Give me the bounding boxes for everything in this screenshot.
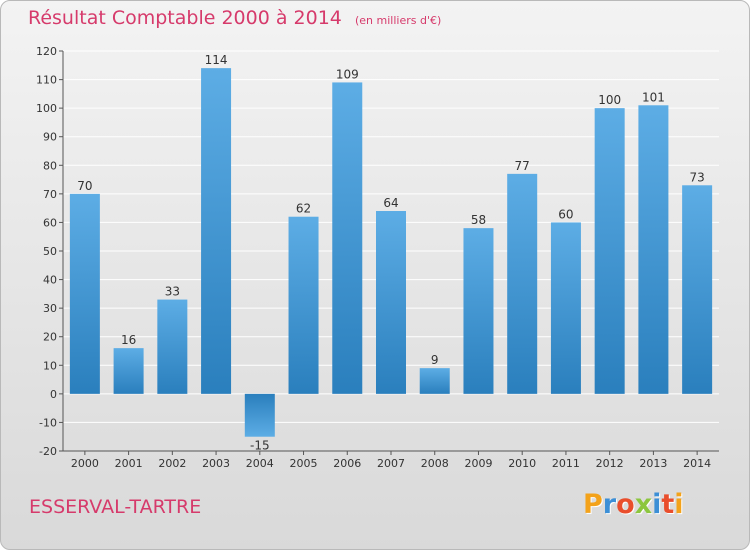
x-tick-label: 2002 (158, 457, 186, 470)
y-tick-label: -10 (39, 416, 57, 429)
data-label: 109 (336, 67, 359, 81)
y-tick-label: 50 (43, 245, 57, 258)
y-tick-label: 110 (36, 74, 57, 87)
x-tick-label: 2000 (71, 457, 99, 470)
y-tick-label: 30 (43, 302, 57, 315)
logo-letter: P (583, 489, 603, 520)
data-label: 9 (431, 353, 439, 367)
chart-subtitle: (en milliers d'€) (354, 14, 442, 27)
bar (376, 211, 406, 394)
y-tick-label: 80 (43, 159, 57, 172)
y-tick-label: 90 (43, 131, 57, 144)
logo-letter: o (616, 489, 635, 520)
x-tick-label: 2014 (683, 457, 711, 470)
x-tick-label: 2007 (377, 457, 405, 470)
bar (594, 108, 625, 394)
logo-letter: x (634, 489, 653, 520)
y-tick-label: 20 (43, 331, 57, 344)
data-label: 101 (642, 90, 665, 104)
bar (682, 185, 713, 394)
x-tick-label: 2005 (290, 457, 318, 470)
data-label: 33 (165, 285, 180, 299)
x-tick-label: 2013 (639, 457, 667, 470)
logo-letter: t (661, 489, 675, 520)
bar (507, 173, 538, 394)
x-tick-label: 2008 (421, 457, 449, 470)
y-tick-label: 60 (43, 216, 57, 229)
bar (332, 82, 363, 394)
data-label: 114 (205, 53, 228, 67)
data-label: 100 (598, 93, 621, 107)
x-tick-label: 2001 (115, 457, 143, 470)
logo-letter: i (674, 489, 684, 520)
bar (419, 368, 450, 394)
y-tick-label: 100 (36, 102, 57, 115)
x-tick-label: 2011 (552, 457, 580, 470)
logo-letter: i (652, 489, 662, 520)
bar (638, 105, 669, 394)
bar (288, 216, 319, 394)
data-label: 58 (471, 213, 486, 227)
y-tick-label: 10 (43, 359, 57, 372)
x-tick-label: 2009 (464, 457, 492, 470)
data-label: 62 (296, 202, 311, 216)
x-tick-label: 2004 (246, 457, 274, 470)
y-tick-label: 40 (43, 274, 57, 287)
bar (157, 299, 188, 394)
bar (550, 222, 581, 394)
data-label: 16 (121, 333, 136, 347)
data-label: -15 (250, 439, 270, 453)
bar (113, 348, 144, 394)
bar (463, 228, 494, 394)
bar (201, 68, 232, 394)
data-label: 70 (77, 179, 92, 193)
proxiti-logo: Proxiti (583, 489, 684, 520)
y-tick-label: 70 (43, 188, 57, 201)
data-label: 64 (383, 196, 398, 210)
chart-title-row: Résultat Comptable 2000 à 2014 (en milli… (28, 7, 441, 29)
bar (244, 393, 275, 437)
logo-letter: r (602, 489, 617, 520)
data-label: 73 (689, 170, 704, 184)
chart-title: Résultat Comptable 2000 à 2014 (28, 7, 342, 29)
y-tick-label: -20 (39, 445, 57, 458)
x-tick-label: 2003 (202, 457, 230, 470)
y-tick-label: 120 (36, 45, 57, 58)
x-tick-label: 2012 (596, 457, 624, 470)
y-tick-label: 0 (50, 388, 57, 401)
x-tick-label: 2010 (508, 457, 536, 470)
data-label: 77 (515, 159, 530, 173)
x-tick-label: 2006 (333, 457, 361, 470)
bar (69, 193, 100, 394)
data-label: 60 (558, 207, 573, 221)
commune-name: ESSERVAL-TARTRE (29, 496, 202, 518)
